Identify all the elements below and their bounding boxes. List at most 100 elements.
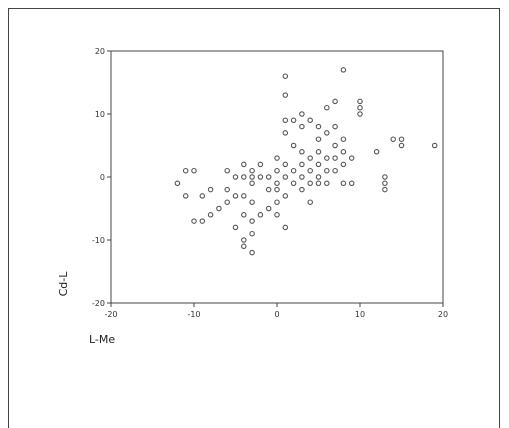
data-point [340,180,347,187]
data-point [299,123,305,130]
x-tick-label: -10 [187,310,200,319]
data-point [265,205,272,212]
data-point [207,186,214,193]
data-point [265,186,272,193]
data-point [332,123,338,130]
data-point [290,180,297,187]
data-point [241,193,247,199]
data-point [174,180,181,187]
data-point [315,161,322,168]
x-tick-label: -20 [104,310,117,319]
y-axis-title: Cd-L [57,271,70,297]
data-point [382,174,388,180]
data-point [382,180,388,187]
y-tick-label: -20 [92,299,105,308]
data-point [290,142,297,149]
data-point [299,149,305,155]
data-point [332,98,338,105]
y-tick-label: 10 [95,110,105,119]
x-tick-label: 20 [438,310,448,319]
data-point [282,224,289,231]
data-point [207,212,214,218]
figure-frame: 20 10 0 -10 -20 -20 -10 0 10 20 Cd-L L-Me [8,8,500,428]
data-point [249,218,255,224]
data-point [324,167,330,174]
data-point [274,212,280,218]
data-point [315,123,322,130]
data-point [324,130,330,136]
data-point [307,199,313,205]
data-point [274,180,280,187]
data-point [241,212,247,218]
data-point [249,249,255,256]
data-point [182,193,189,199]
data-point [290,117,297,124]
data-point [249,180,255,187]
data-point [348,155,355,161]
y-axis-ticks: 20 10 0 -10 -20 [92,47,111,308]
data-point [249,230,255,237]
data-point [199,218,206,224]
data-point [307,117,313,124]
data-point [282,117,289,124]
x-axis-ticks: -20 -10 0 10 20 [104,303,448,319]
x-axis-title: L-Me [89,333,115,346]
data-point [224,167,230,174]
data-point [282,92,289,98]
data-point [332,155,338,161]
data-point [282,73,289,79]
data-point [299,161,305,168]
data-point [257,174,264,180]
data-point [315,149,322,155]
y-tick-label: 20 [95,47,105,56]
data-point [182,167,189,174]
data-point [307,167,313,174]
data-point [340,149,347,155]
data-point [357,111,363,117]
x-tick-label: 0 [274,310,279,319]
data-point [191,218,197,224]
data-point [307,155,313,161]
data-point [249,167,255,174]
data-point [315,180,322,187]
data-point [241,161,247,168]
data-point [315,136,322,142]
data-point [282,174,289,180]
data-point [340,67,347,73]
y-tick-label: -10 [92,236,105,245]
data-point [431,142,438,149]
data-point [324,155,330,161]
data-point [232,174,239,180]
data-points [174,67,438,256]
data-point [282,161,289,168]
data-point [332,142,338,149]
plot-area [110,50,444,304]
data-point [241,174,247,180]
data-point [249,174,255,180]
data-point [257,212,264,218]
data-point [274,155,280,161]
data-point [382,186,388,193]
data-point [299,174,305,180]
data-point [274,186,280,193]
data-point [241,237,247,243]
data-point [224,186,230,193]
data-point [249,199,255,205]
data-point [299,186,305,193]
data-point [224,199,230,205]
data-point [324,104,330,111]
data-point [241,243,247,250]
data-point [216,205,222,212]
data-point [274,167,280,174]
y-tick-label: 0 [100,173,105,182]
data-point [373,149,380,155]
scatter-chart: 20 10 0 -10 -20 -20 -10 0 10 20 Cd-L L-Me [57,47,448,346]
data-point [332,167,338,174]
data-point [340,161,347,168]
data-point [257,161,264,168]
data-point [282,193,289,199]
data-point [315,174,322,180]
x-tick-label: 10 [355,310,365,319]
data-point [307,180,313,187]
data-point [199,193,206,199]
